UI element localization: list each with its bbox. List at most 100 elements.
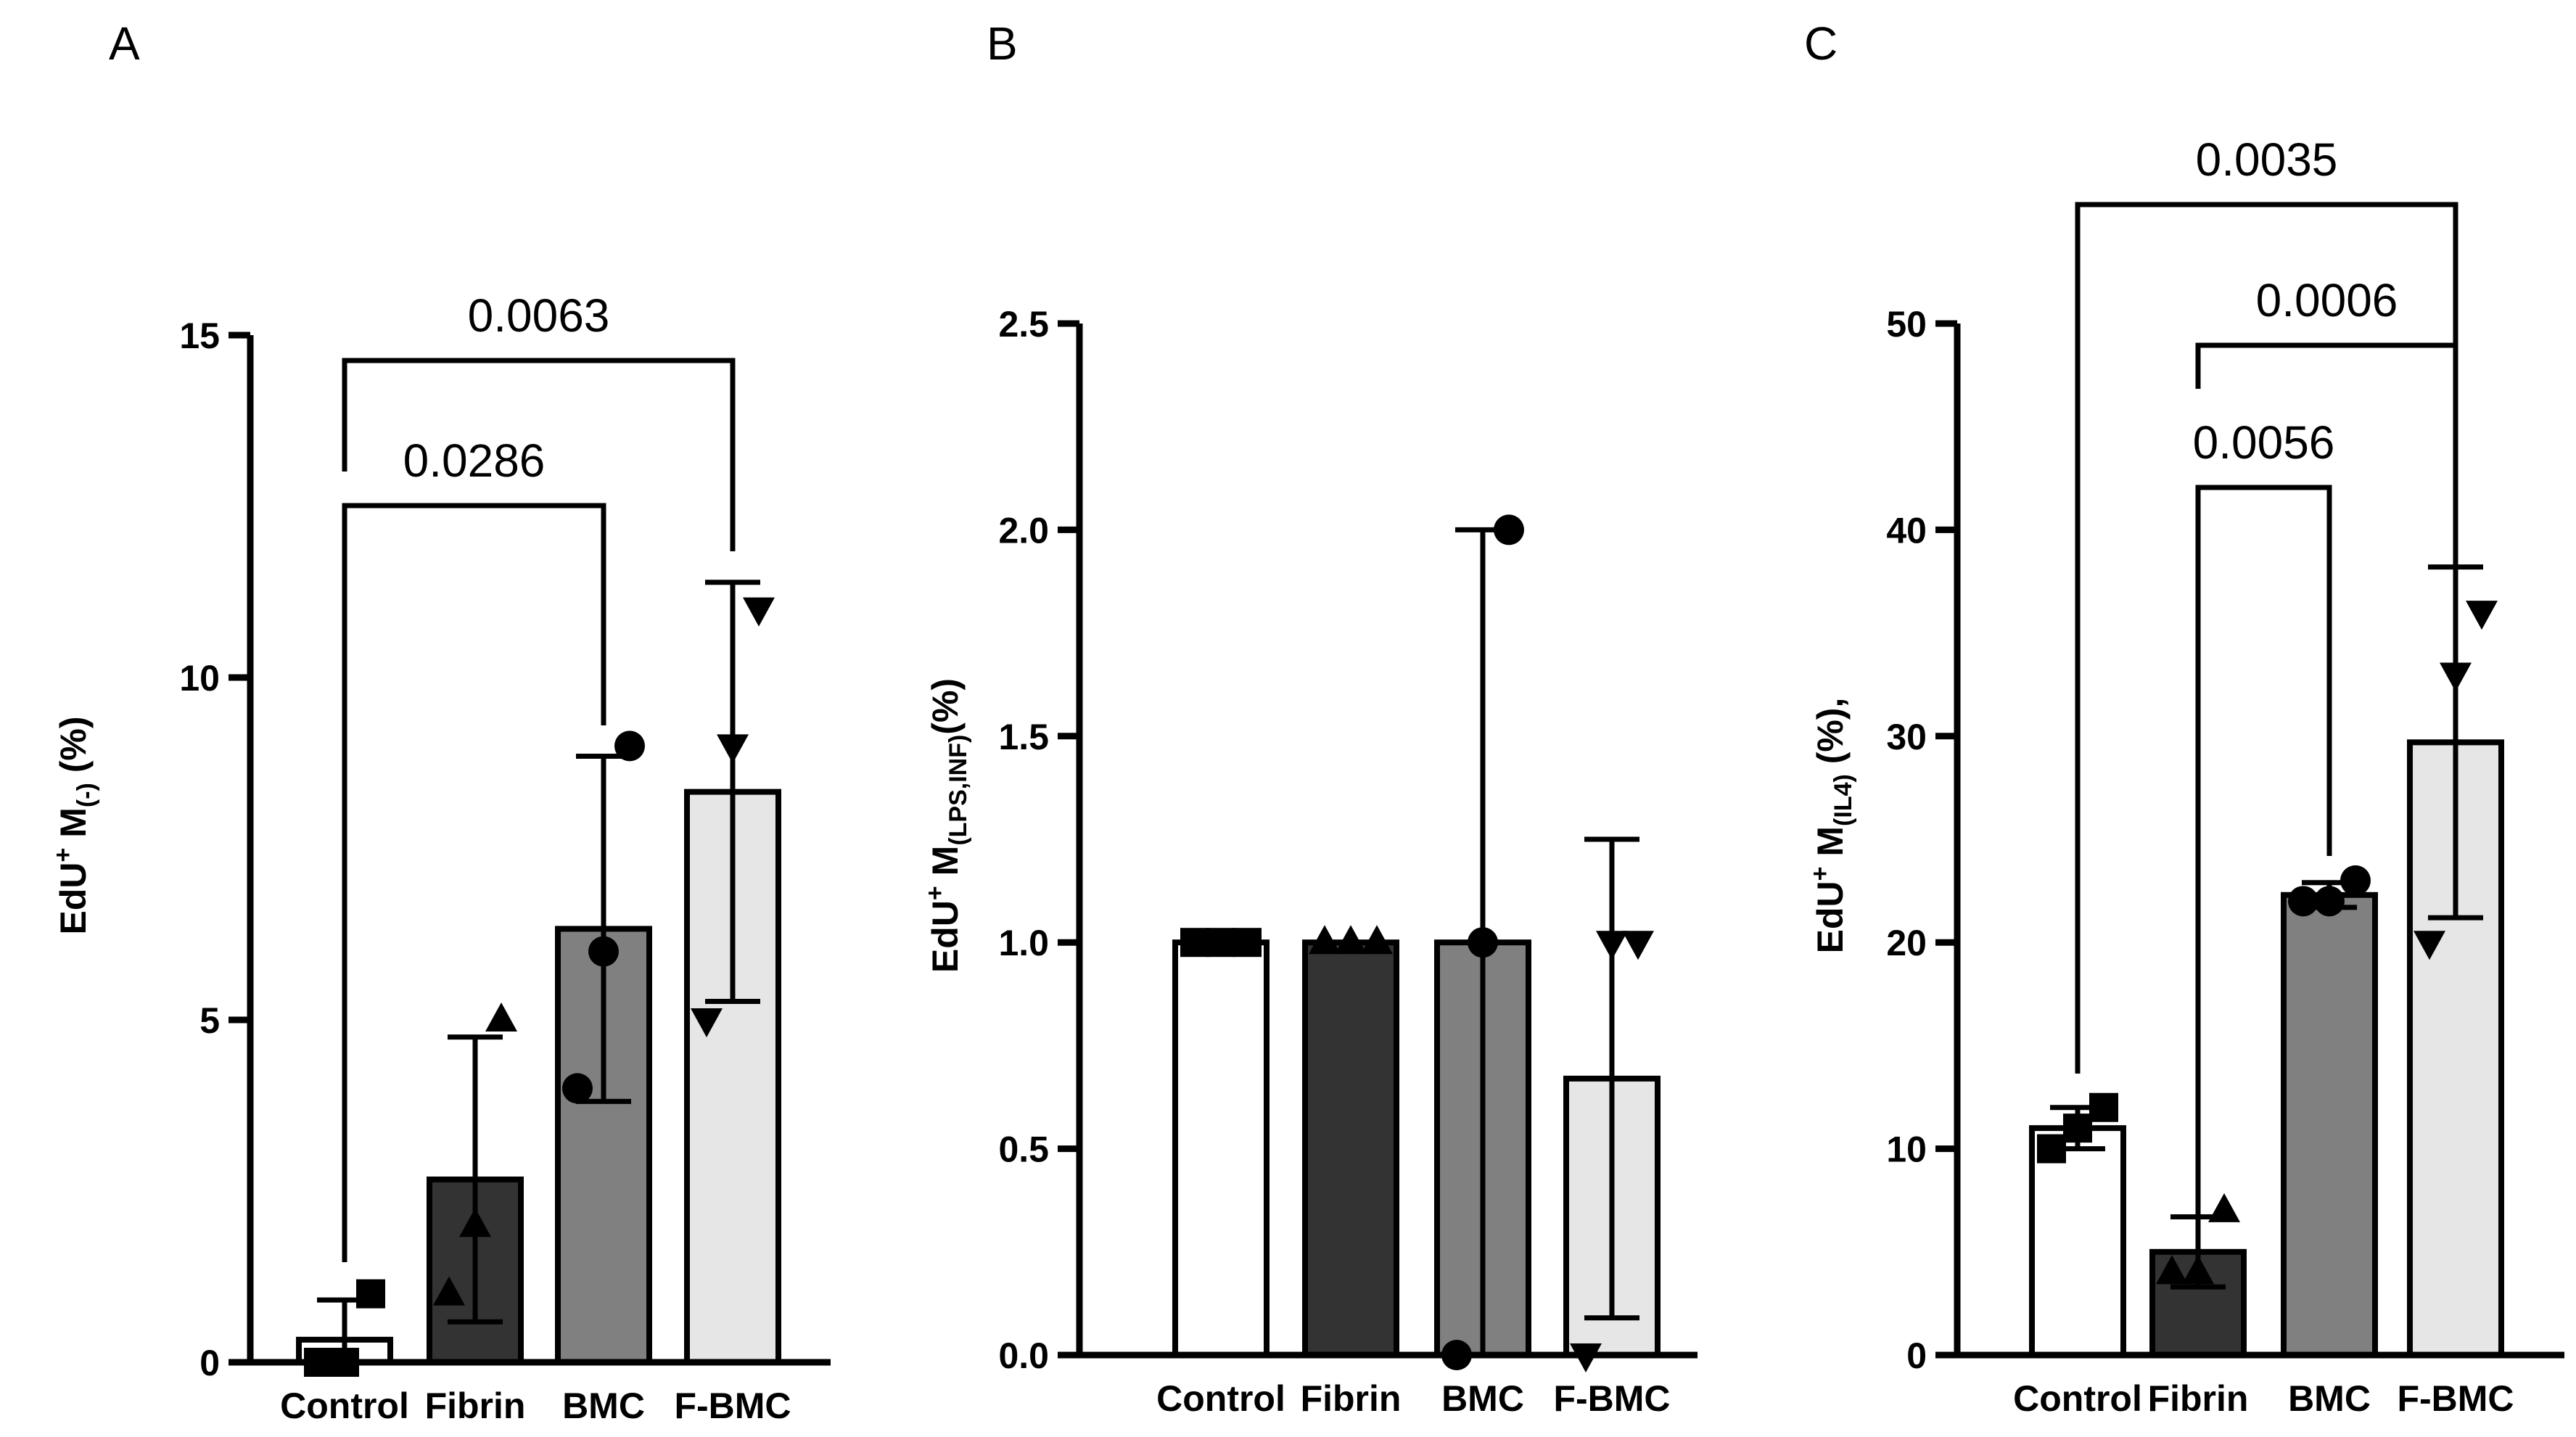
panel-b-point-0-1	[1206, 928, 1235, 958]
panel-b-point-0-2	[1233, 928, 1262, 958]
panel-b-point-2-1	[1468, 927, 1498, 958]
panel-b-bar-fibrin	[1302, 939, 1399, 1358]
panel-a-ylabel-mid: M	[53, 807, 94, 848]
panel-a-letter: A	[109, 17, 140, 70]
panel-c-bar-bmc	[2281, 892, 2378, 1358]
panel-c-pvalue-label-1: 0.0006	[2256, 274, 2398, 326]
panel-c-point-2-2	[2340, 865, 2371, 896]
panel-b-letter: B	[987, 17, 1018, 70]
panel-c-ytick-label-3: 30	[1886, 717, 1927, 757]
panel-a-ylabel-pre: EdU	[53, 862, 94, 935]
panel-c-bar-control	[2029, 1125, 2126, 1359]
panel-a-pvalue-label-1: 0.0063	[468, 289, 610, 342]
panel-b-ylabel-pre: EdU	[925, 900, 966, 973]
panel-b-ytick-label-4: 2.0	[998, 510, 1049, 551]
panel-a-point-3-0	[691, 1008, 723, 1037]
panel-b-ylabel: EdU+ M(LPS,INF)(%)	[921, 678, 972, 973]
panel-b-category-label-0: Control	[1156, 1378, 1285, 1419]
panel-c-pvalue-label-2: 0.0035	[2196, 133, 2338, 186]
panel-b-point-3-1	[1596, 931, 1628, 960]
panel-c-category-label-2: BMC	[2288, 1378, 2371, 1419]
panel-c-point-2-1	[2314, 886, 2345, 917]
panel-b-ytick-label-2: 1.0	[998, 923, 1049, 963]
panel-b-plot: 0.0 0.5 1.0 1.5 2.0 2.5 Control Fibrin BMC F-BMC	[998, 304, 1698, 1419]
panel-b-ylabel-post: (%)	[925, 678, 966, 735]
panel-a-plot: 0 5 10 15 Control Fibrin BMC F-BMC 0.0286 0.0063	[179, 289, 831, 1426]
panel-a-point-3-2	[743, 597, 775, 627]
panel-c-point-0-2	[2089, 1092, 2118, 1122]
panel-b-point-0-0	[1180, 928, 1209, 958]
panel-b-ylabel-sup: +	[921, 886, 949, 900]
panel-a-point-2-0	[562, 1073, 593, 1104]
panel-c-category-label-0: Control	[2013, 1378, 2142, 1419]
panel-c-point-3-0	[2414, 931, 2445, 960]
panel-b-point-3-2	[1622, 931, 1654, 960]
panel-a-ylabel-post: (%)	[53, 716, 94, 783]
panel-a-point-0-2	[356, 1279, 385, 1309]
panel-c-ylabel-pre: EdU	[1810, 881, 1851, 953]
panel-a-comparison-bracket-1	[342, 358, 736, 551]
panel-c-point-3-2	[2466, 601, 2498, 630]
panel-b-category-label-3: F-BMC	[1553, 1378, 1670, 1419]
panel-a-point-1-0	[433, 1276, 465, 1306]
panel-a-ytick-label-2: 10	[179, 658, 220, 699]
panel-a-category-label-1: Fibrin	[425, 1385, 526, 1426]
panel-b-ylabel-mid: M	[925, 846, 966, 886]
panel-a-category-label-0: Control	[280, 1385, 409, 1426]
panel-c-ylabel: EdU+ M(IL4) (%),	[1806, 698, 1857, 954]
panel-b-ytick-label-5: 2.5	[998, 304, 1049, 345]
panel-b-point-1-1	[1335, 925, 1367, 955]
panel-a-point-2-2	[614, 730, 645, 762]
panel-b-ytick-label-1: 0.5	[998, 1129, 1049, 1170]
panel-c-ylabel-sub: (IL4)	[1830, 774, 1857, 826]
panel-c-plot: 0 10 20 30 40 50 Control Fibrin BMC F-BMC 0.0056 0.…	[1886, 133, 2564, 1419]
panel-b-point-1-0	[1309, 925, 1341, 955]
panel-c-point-0-1	[2063, 1113, 2092, 1143]
panel-c-letter: C	[1804, 17, 1838, 70]
panel-a-point-1-1	[459, 1208, 491, 1238]
panel-c-point-0-0	[2037, 1134, 2066, 1164]
panel-c-category-label-3: F-BMC	[2397, 1378, 2514, 1419]
panel-b-point-1-2	[1361, 925, 1393, 955]
panel-c-point-1-0	[2156, 1255, 2188, 1285]
panel-a-ytick-label-0: 0	[199, 1343, 220, 1383]
panel-c-ylabel-sup: +	[1806, 867, 1834, 881]
panel-a-ytick-label-3: 15	[179, 316, 220, 356]
panel-c-comparison-bracket-0	[2195, 485, 2332, 1269]
panel-a: A EdU+ M(-) (%) 0 5 10 15 Control Fibrin BMC F-…	[49, 17, 831, 1426]
panel-a-point-1-2	[485, 1002, 517, 1032]
panel-c-ytick-label-1: 10	[1886, 1129, 1927, 1170]
panel-c-ylabel-mid: M	[1810, 826, 1851, 867]
panel-a-point-2-1	[588, 936, 619, 967]
panel-c-ytick-label-4: 40	[1886, 510, 1927, 551]
panel-b-category-label-1: Fibrin	[1301, 1378, 1402, 1419]
panel-b: B EdU+ M(LPS,INF)(%) 0.0 0.5 1.0 1.5 2.0 2.5 C…	[921, 17, 1698, 1419]
panel-c-pvalue-label-0: 0.0056	[2193, 416, 2335, 469]
panel-c-point-2-0	[2288, 886, 2318, 917]
panel-b-ytick-label-3: 1.5	[998, 717, 1049, 757]
panel-a-ytick-label-1: 5	[199, 1000, 220, 1041]
panel-c-category-label-1: Fibrin	[2148, 1378, 2249, 1419]
panel-c: C EdU+ M(IL4) (%), 0 10 20 30 40 50 Control Fib…	[1804, 17, 2564, 1419]
panel-c-ytick-label-0: 0	[1906, 1335, 1927, 1376]
panel-b-point-2-2	[1494, 514, 1524, 545]
panel-c-comparison-bracket-2	[2075, 202, 2458, 1074]
panel-b-category-label-2: BMC	[1441, 1378, 1524, 1419]
panel-c-ylabel-post: (%),	[1810, 698, 1851, 775]
panel-a-category-label-3: F-BMC	[674, 1385, 791, 1426]
panel-b-ylabel-sub: (LPS,INF)	[945, 735, 972, 846]
panel-a-ylabel: EdU+ M(-) (%)	[49, 716, 100, 934]
panel-a-point-3-1	[717, 734, 749, 764]
panel-c-ytick-label-5: 50	[1886, 304, 1927, 345]
panel-c-point-1-2	[2208, 1193, 2240, 1222]
panel-a-category-label-2: BMC	[562, 1385, 645, 1426]
panel-c-point-3-1	[2440, 662, 2472, 692]
panel-a-ylabel-sub: (-)	[73, 783, 100, 807]
panel-b-bar-control	[1172, 939, 1270, 1358]
panel-b-ytick-label-0: 0.0	[998, 1335, 1049, 1376]
panel-a-comparison-bracket-0	[342, 503, 606, 1262]
panel-a-bar-f-bmc	[684, 789, 781, 1365]
panel-c-ytick-label-2: 20	[1886, 923, 1927, 963]
panel-a-ylabel-sup: +	[49, 848, 77, 862]
